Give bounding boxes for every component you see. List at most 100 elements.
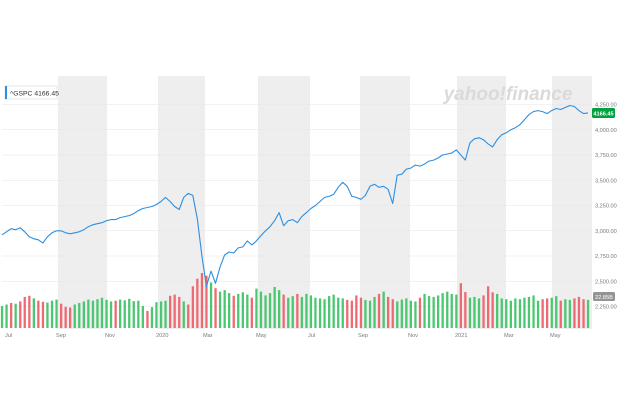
volume-bar	[200, 273, 204, 328]
volume-bar	[377, 293, 381, 328]
volume-bar	[173, 294, 176, 328]
month-band	[58, 76, 107, 329]
volume-bar	[28, 295, 31, 328]
volume-bar	[368, 300, 372, 328]
volume-bar	[214, 288, 217, 328]
volume-bar	[91, 300, 95, 328]
volume-bar	[518, 299, 522, 328]
x-tick-label: 2020	[156, 333, 168, 339]
volume-bar	[150, 307, 154, 328]
x-tick-label: May	[256, 333, 267, 339]
x-tick-label: Nov	[105, 333, 115, 339]
volume-bar	[282, 294, 285, 328]
ticker-legend[interactable]: ^GSPC 4166.45	[4, 85, 59, 100]
volume-bar	[146, 310, 149, 328]
volume-bar	[205, 275, 208, 328]
volume-bar	[450, 293, 453, 328]
volume-bar	[278, 290, 281, 328]
volume-bar	[264, 295, 267, 328]
volume-bar	[464, 292, 467, 328]
x-tick-label: Mar	[203, 333, 213, 339]
volume-bar	[332, 294, 335, 328]
volume-bar	[559, 300, 562, 328]
y-tick-label: 2,750.00	[595, 254, 617, 260]
volume-bar	[255, 288, 258, 328]
volume-bar	[137, 300, 140, 328]
volume-bar	[159, 301, 163, 328]
volume-bar	[296, 293, 299, 328]
volume-bar	[37, 300, 40, 328]
volume-bar	[364, 299, 367, 328]
volume-bar	[132, 301, 135, 328]
volume-bar	[164, 300, 167, 328]
volume-bar	[228, 293, 231, 328]
x-tick-label: May	[550, 333, 561, 339]
volume-bar	[287, 297, 290, 328]
volume-bar	[427, 296, 431, 328]
month-band	[258, 76, 310, 329]
volume-bar	[396, 301, 399, 328]
volume-bar	[323, 299, 326, 328]
y-tick-label: 3,750.00	[595, 153, 617, 159]
volume-bar	[546, 298, 549, 328]
volume-bar	[514, 298, 517, 328]
last-price-badge: 4166.45	[592, 108, 615, 118]
volume-bar	[60, 303, 63, 328]
volume-bar	[50, 300, 54, 328]
volume-bar	[423, 293, 426, 328]
volume-bar	[64, 306, 67, 328]
volume-bar	[532, 295, 535, 328]
volume-bar	[496, 293, 499, 328]
volume-bar	[564, 299, 567, 328]
volume-bar	[178, 296, 181, 328]
x-tick-label: Jul	[5, 333, 12, 339]
y-tick-label: 3,000.00	[595, 229, 617, 235]
volume-bar	[14, 303, 17, 328]
month-bands	[58, 76, 592, 329]
volume-bar	[505, 299, 508, 328]
volume-bar	[209, 282, 213, 328]
volume-bar	[555, 296, 558, 328]
y-tick-label: 2,500.00	[595, 279, 617, 285]
month-band	[457, 76, 506, 329]
month-band	[360, 76, 410, 329]
volume-bar	[232, 295, 235, 328]
volume-bar	[405, 298, 408, 328]
volume-bar	[169, 295, 172, 328]
volume-bar	[46, 302, 49, 328]
x-tick-label: Sep	[56, 333, 66, 339]
y-tick-label: 4,250.00	[595, 103, 617, 109]
volume-bar	[446, 291, 449, 328]
volume-bar	[314, 297, 317, 328]
volume-bar	[105, 299, 108, 328]
volume-bar	[191, 286, 194, 328]
volume-bar	[141, 306, 144, 328]
y-axis-tick-labels: 4,250.00 4,000.00 3,750.00 3,500.00 3,250.00…	[595, 103, 617, 311]
volume-bar	[387, 296, 390, 328]
volume-bar	[41, 301, 45, 328]
x-tick-label: Jul	[308, 333, 315, 339]
volume-bar	[305, 293, 308, 328]
ticker-legend-swatch	[5, 86, 7, 99]
volume-bar	[337, 297, 340, 328]
volume-bar	[573, 298, 576, 328]
volume-bar	[328, 296, 331, 328]
volume-bar	[291, 296, 294, 328]
ticker-legend-label: ^GSPC 4166.45	[10, 91, 59, 98]
x-axis-tick-labels: Jul Sep Nov 2020 Mar May Jul Sep Nov 2021 Mar May	[5, 333, 561, 339]
volume-bar	[187, 304, 190, 328]
volume-bar	[309, 295, 313, 328]
volume-bar	[300, 296, 303, 328]
volume-bar	[550, 297, 553, 328]
volume-bar	[32, 298, 35, 328]
volume-bar	[196, 278, 199, 328]
volume-bar	[477, 298, 481, 328]
volume-bar	[400, 299, 403, 328]
y-tick-label: 2,250.00	[595, 305, 617, 311]
volume-bar	[568, 299, 571, 328]
volume-bar	[0, 306, 4, 328]
volume-bar	[500, 298, 503, 328]
volume-bar	[586, 299, 590, 328]
volume-bar	[523, 297, 526, 328]
